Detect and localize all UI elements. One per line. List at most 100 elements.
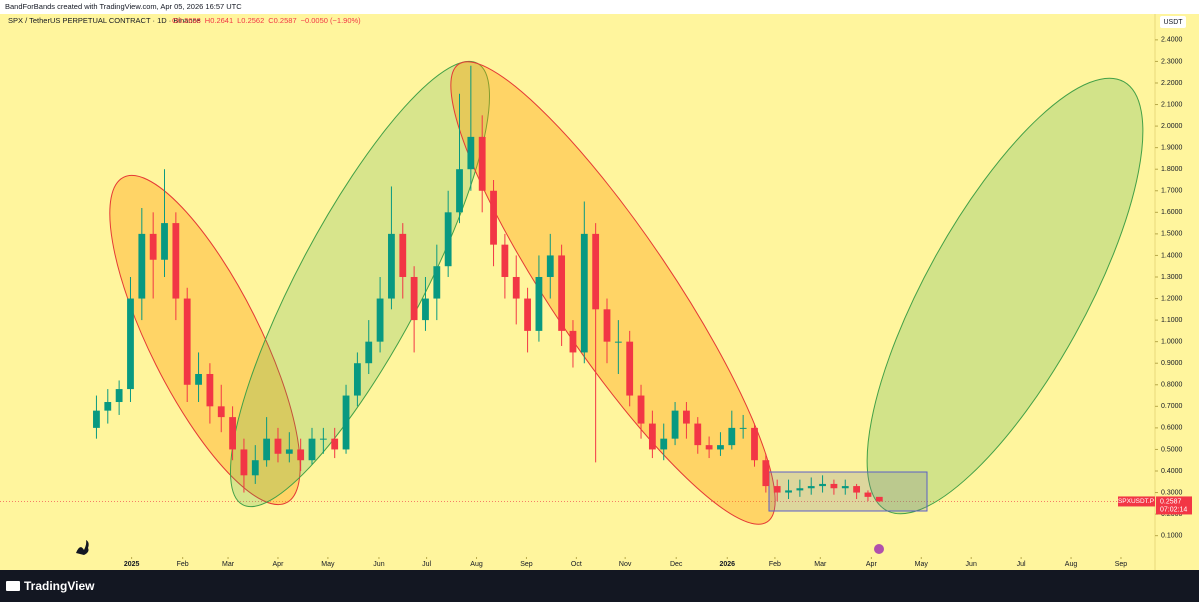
candle-body xyxy=(558,255,566,331)
candle-body xyxy=(444,212,452,267)
y-tick-label: 0.3000 xyxy=(1161,489,1183,496)
candle-body xyxy=(614,341,622,343)
footer-bar xyxy=(0,570,1199,602)
candle-body xyxy=(422,298,429,321)
candle-body xyxy=(308,438,316,461)
y-tick-label: 0.9000 xyxy=(1161,360,1183,367)
y-tick-label: 0.7000 xyxy=(1161,403,1183,410)
candle-body xyxy=(410,276,418,321)
price-tag-box xyxy=(1156,496,1192,515)
candle-body xyxy=(478,136,486,191)
candle-body xyxy=(546,255,554,277)
legend-value: C0.2587 xyxy=(268,16,296,25)
candle-body xyxy=(864,492,872,497)
candle-body xyxy=(93,410,100,428)
candle-body xyxy=(172,223,180,299)
drawing-ellipse xyxy=(866,77,1144,515)
y-tick-label: 0.1000 xyxy=(1161,533,1183,540)
x-tick-label: 2025 xyxy=(124,561,140,568)
footer-brand: TradingView xyxy=(24,579,95,593)
candle-body xyxy=(535,276,543,331)
candle-body xyxy=(683,410,690,424)
drawing-ellipse xyxy=(109,174,301,506)
candle-body xyxy=(705,445,713,450)
legend-value: H0.2641 xyxy=(205,16,233,25)
candle-body xyxy=(161,223,168,260)
candle-body xyxy=(353,363,361,396)
candle-body xyxy=(274,438,282,454)
candle-body xyxy=(433,266,441,299)
candle-body xyxy=(183,298,191,385)
x-tick-label: Nov xyxy=(619,561,632,568)
y-tick-label: 2.1000 xyxy=(1161,101,1183,108)
candle-body xyxy=(138,233,146,299)
candle-body xyxy=(501,244,509,277)
x-tick-label: Mar xyxy=(222,561,235,568)
y-tick-label: 0.4000 xyxy=(1161,468,1183,475)
candle-body xyxy=(149,233,157,260)
x-tick-label: Oct xyxy=(571,561,582,568)
candle-body xyxy=(127,298,134,390)
candle-body xyxy=(751,427,758,461)
y-tick-label: 1.3000 xyxy=(1161,274,1183,281)
grid xyxy=(0,39,1158,559)
y-tick-label: 1.2000 xyxy=(1161,295,1183,302)
candle-body xyxy=(580,233,588,353)
x-tick-label: Jul xyxy=(422,561,431,568)
currency-box xyxy=(1160,16,1186,28)
price-tag-countdown: 07:02:14 xyxy=(1160,506,1187,513)
x-tick-label: Apr xyxy=(273,561,285,568)
price-tag-price: 0.2587 xyxy=(1160,498,1182,505)
candle-body xyxy=(762,460,770,487)
candle-body xyxy=(217,406,225,418)
header-text: BandForBands created with TradingView.co… xyxy=(5,2,242,11)
x-tick-label: Aug xyxy=(470,561,483,568)
candle-body xyxy=(206,373,214,407)
candle-body xyxy=(195,373,202,385)
candle-body xyxy=(115,389,123,403)
candle-body xyxy=(524,298,531,331)
x-tick-label: Feb xyxy=(177,561,189,568)
x-tick-label: Feb xyxy=(769,561,781,568)
candle-body xyxy=(365,341,373,364)
candle-body xyxy=(399,233,407,277)
y-tick-label: 0.8000 xyxy=(1161,382,1183,389)
candle-body xyxy=(592,233,600,310)
candle-body xyxy=(376,298,384,342)
x-tick-label: 2026 xyxy=(719,561,735,568)
candle-body xyxy=(229,417,236,450)
candle-body xyxy=(841,486,849,489)
candle-body xyxy=(830,483,838,489)
candle-body xyxy=(342,395,350,450)
candle-body xyxy=(512,276,520,299)
y-tick-label: 1.4000 xyxy=(1161,252,1183,259)
candle-body xyxy=(785,490,792,493)
candle-body xyxy=(331,438,339,450)
candle-body xyxy=(717,445,724,450)
logo-icon xyxy=(6,581,20,591)
legend-value: −0.0050 (−1.90%) xyxy=(301,16,362,25)
y-tick-label: 0.6000 xyxy=(1161,425,1183,432)
legend-value: L0.2562 xyxy=(237,16,264,25)
legend-value: O0.2638 xyxy=(172,16,201,25)
x-tick-label: Sep xyxy=(520,561,533,568)
candle-body xyxy=(319,438,327,440)
candle-body xyxy=(807,486,815,489)
candle-body xyxy=(104,402,112,411)
y-tick-label: 1.5000 xyxy=(1161,231,1183,238)
candle-body xyxy=(456,169,463,213)
y-tick-label: 1.9000 xyxy=(1161,144,1183,151)
x-tick-label: Jul xyxy=(1017,561,1026,568)
candle-body xyxy=(603,309,611,342)
candle-body xyxy=(728,427,736,446)
y-tick-label: 2.2000 xyxy=(1161,80,1183,87)
candle-body xyxy=(240,449,248,476)
candle-body xyxy=(467,136,475,170)
candle-body xyxy=(660,438,668,450)
candle-body xyxy=(285,449,293,454)
top-bar xyxy=(0,0,1199,14)
candle-body xyxy=(569,330,577,353)
x-tick-label: May xyxy=(321,561,335,568)
x-tick-label: Apr xyxy=(866,561,878,568)
